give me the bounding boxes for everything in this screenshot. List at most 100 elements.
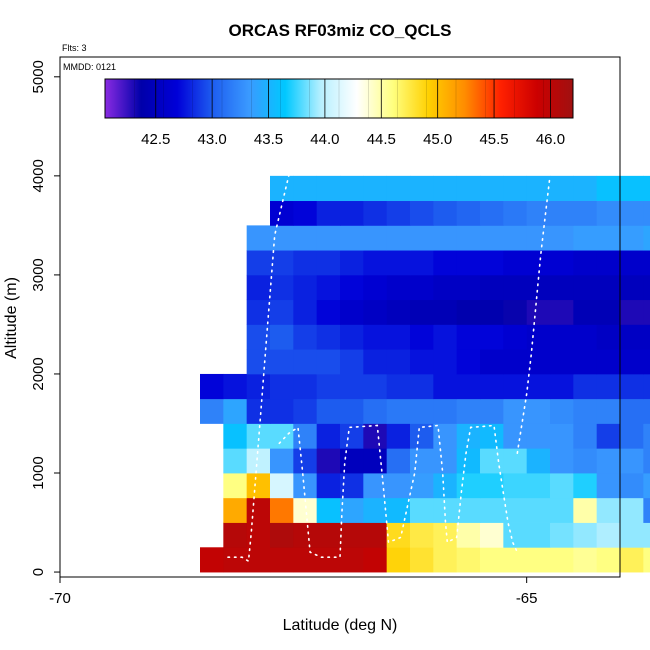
heatmap-cell bbox=[480, 497, 504, 523]
heatmap-cell bbox=[410, 473, 434, 499]
heatmap-cell bbox=[503, 175, 528, 202]
heatmap-cell bbox=[573, 299, 598, 325]
heatmap-cell bbox=[433, 373, 458, 400]
heatmap-cell bbox=[363, 448, 388, 474]
heatmap-cell bbox=[596, 448, 621, 474]
heatmap-cell bbox=[433, 225, 458, 251]
heatmap-cell bbox=[246, 324, 271, 350]
y-tick-label: 5000 bbox=[30, 60, 47, 93]
heatmap-cell bbox=[620, 349, 644, 375]
heatmap-cell bbox=[363, 225, 388, 251]
heatmap-cell bbox=[386, 250, 411, 276]
heatmap-cell bbox=[620, 200, 644, 226]
heatmap-cell bbox=[526, 448, 551, 474]
heatmap-cell bbox=[596, 250, 621, 276]
heatmap-cell bbox=[433, 349, 458, 375]
heatmap-cell bbox=[363, 299, 388, 325]
heatmap-cell bbox=[620, 497, 644, 523]
heatmap-cell bbox=[340, 349, 364, 375]
heatmap-cell bbox=[293, 324, 318, 350]
heatmap-cell bbox=[270, 225, 294, 251]
heatmap-cell bbox=[550, 225, 574, 251]
heatmap-cell bbox=[456, 200, 481, 226]
heatmap-cell bbox=[596, 175, 621, 202]
heatmap-cell bbox=[526, 547, 551, 573]
heatmap-cell bbox=[433, 299, 458, 325]
heatmap-cell bbox=[456, 299, 481, 325]
heatmap-cell bbox=[363, 274, 388, 301]
heatmap-cell bbox=[620, 175, 644, 202]
heatmap-cell bbox=[386, 423, 411, 449]
heatmap-cell bbox=[550, 324, 574, 350]
heatmap-cell bbox=[433, 250, 458, 276]
heatmap-cell bbox=[433, 547, 458, 573]
x-tick-label: -70 bbox=[49, 590, 71, 607]
heatmap-cell bbox=[223, 398, 248, 424]
heatmap-cell bbox=[456, 324, 481, 350]
heatmap-cell bbox=[386, 547, 411, 573]
heatmap-cell bbox=[293, 373, 318, 400]
colorbar: 42.5 43.0 43.5 44.0 44.5 45.0 45.5 46.0 bbox=[104, 78, 574, 148]
heatmap-cell bbox=[270, 448, 294, 474]
heatmap-cell bbox=[456, 274, 481, 301]
heatmap-cell bbox=[596, 225, 621, 251]
heatmap-cell bbox=[643, 398, 650, 424]
heatmap-cell bbox=[270, 522, 294, 548]
heatmap-cell bbox=[293, 522, 318, 548]
heatmap-cell bbox=[293, 225, 318, 251]
heatmap-cell bbox=[503, 497, 528, 523]
heatmap-cell bbox=[620, 274, 644, 301]
heatmap-cell bbox=[503, 473, 528, 499]
heatmap-cell bbox=[386, 349, 411, 375]
heatmap-cell bbox=[316, 547, 341, 573]
y-tick-label: 3000 bbox=[30, 258, 47, 291]
heatmap-cell bbox=[503, 225, 528, 251]
heatmap-cell bbox=[503, 324, 528, 350]
y-tick-label: 2000 bbox=[30, 357, 47, 390]
heatmap-cell bbox=[480, 175, 504, 202]
heatmap-cell bbox=[643, 547, 650, 573]
colorbar-tick-label: 45.5 bbox=[479, 131, 508, 148]
heatmap-cell bbox=[223, 497, 248, 523]
heatmap-cell bbox=[503, 398, 528, 424]
heatmap-cell bbox=[316, 349, 341, 375]
heatmap-cell bbox=[573, 398, 598, 424]
heatmap-cell bbox=[620, 473, 644, 499]
heatmap-cell bbox=[503, 373, 528, 400]
heatmap-cell bbox=[503, 349, 528, 375]
heatmap-cell bbox=[573, 547, 598, 573]
heatmap-cell bbox=[340, 299, 364, 325]
heatmap-cell bbox=[480, 423, 504, 449]
heatmap-cell bbox=[596, 522, 621, 548]
heatmap-cell bbox=[456, 547, 481, 573]
heatmap-cell bbox=[316, 175, 341, 202]
heatmap-cell bbox=[410, 423, 434, 449]
heatmap-cell bbox=[480, 324, 504, 350]
heatmap-cell bbox=[363, 522, 388, 548]
heatmap-cell bbox=[596, 373, 621, 400]
heatmap-cell bbox=[223, 423, 248, 449]
heatmap-cell bbox=[433, 473, 458, 499]
heatmap-cell bbox=[503, 423, 528, 449]
heatmap-cell bbox=[456, 473, 481, 499]
heatmap-cell bbox=[550, 175, 574, 202]
heatmap-cell bbox=[456, 497, 481, 523]
date-note: MMDD: 0121 bbox=[63, 62, 116, 72]
heatmap-cell bbox=[550, 522, 574, 548]
heatmap-cell bbox=[316, 448, 341, 474]
heatmap-cell bbox=[316, 324, 341, 350]
heatmap-cell bbox=[363, 373, 388, 400]
heatmap-cell bbox=[573, 349, 598, 375]
heatmap-cell bbox=[526, 473, 551, 499]
heatmap-cell bbox=[573, 250, 598, 276]
heatmap-cell bbox=[246, 225, 271, 251]
heatmap-cell bbox=[526, 423, 551, 449]
heatmap-cell bbox=[433, 497, 458, 523]
heatmap-cell bbox=[620, 398, 644, 424]
heatmap-cell bbox=[433, 448, 458, 474]
heatmap-cell bbox=[363, 349, 388, 375]
heatmap-cell bbox=[270, 349, 294, 375]
heatmap-cell bbox=[550, 473, 574, 499]
heatmap-cell bbox=[620, 299, 644, 325]
flight-track-line bbox=[516, 175, 551, 454]
